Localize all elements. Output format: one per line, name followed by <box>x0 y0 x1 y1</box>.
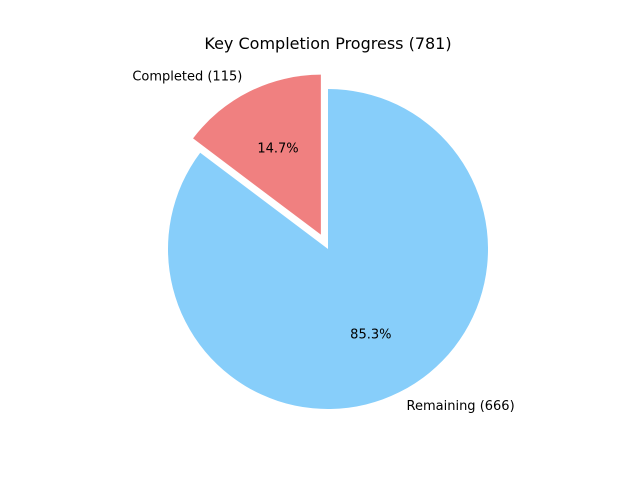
pie-slice-percent: 85.3% <box>350 327 391 342</box>
pie-slice-remaining <box>168 89 489 409</box>
pie-slice-percent: 14.7% <box>257 141 298 156</box>
pie-slices <box>168 74 489 409</box>
pie-labels: Completed (115) 14.7% Remaining (666) 85.3% <box>132 70 514 414</box>
pie-slice-completed <box>193 74 321 235</box>
pie-slice-label: Completed (115) <box>132 70 242 85</box>
chart-title: Key Completion Progress (781) <box>204 34 451 53</box>
pie-slice-label: Remaining (666) <box>407 399 515 414</box>
